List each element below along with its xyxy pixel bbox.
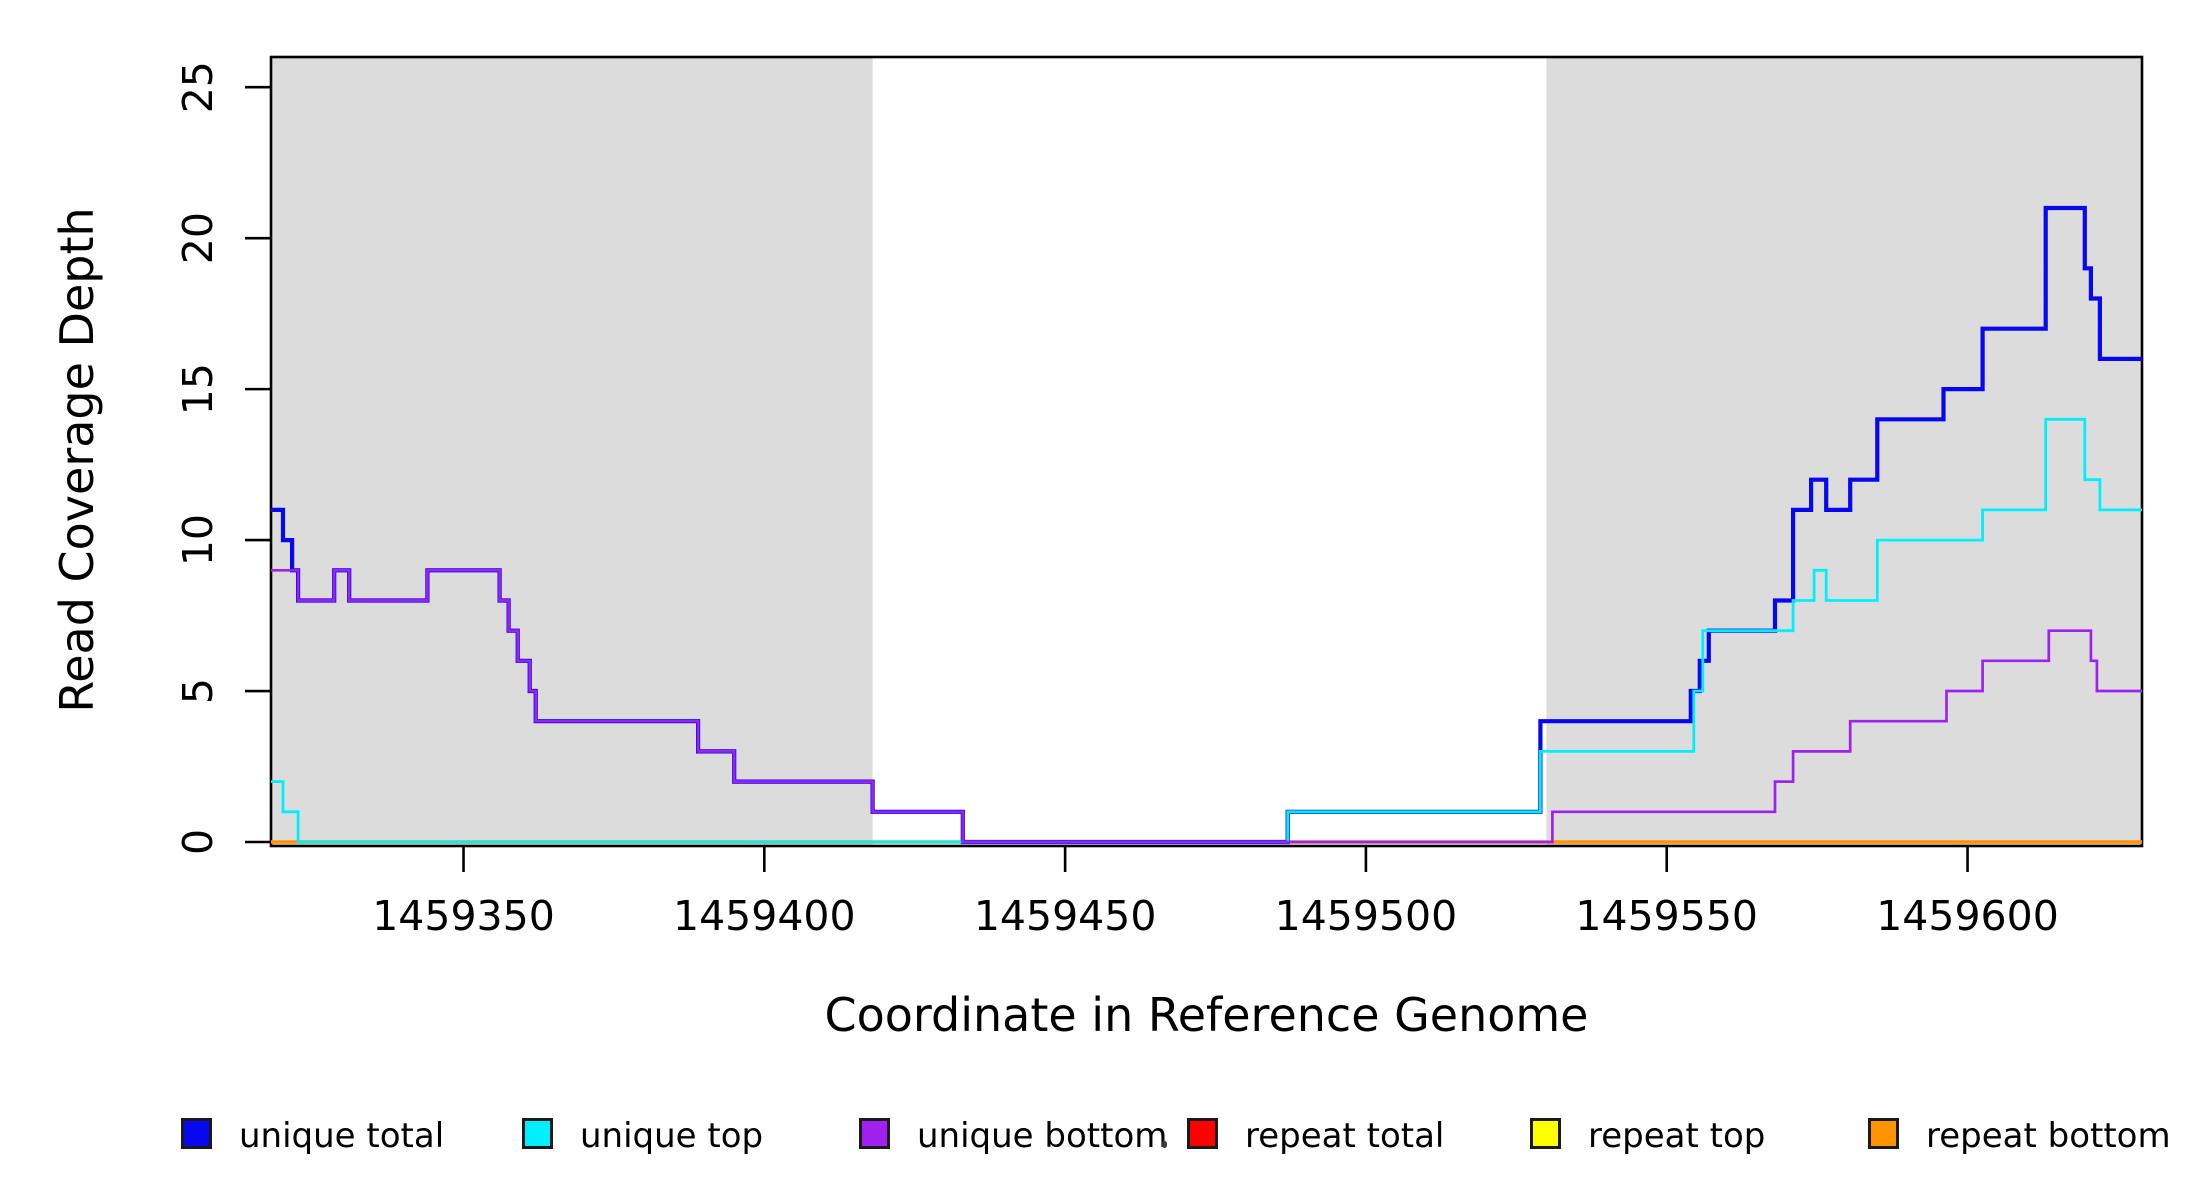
- x-tick-label: 1459400: [673, 892, 856, 940]
- stray-mark: [1162, 1141, 1167, 1148]
- legend-swatch-repeat-total: [1187, 1118, 1218, 1149]
- legend-swatch-repeat-bottom: [1868, 1118, 1899, 1149]
- y-tick-label: 0: [174, 829, 222, 855]
- legend-label: repeat bottom: [1926, 1116, 2171, 1156]
- legend-swatch-repeat-top: [1530, 1118, 1561, 1149]
- x-tick-label: 1459550: [1575, 892, 1758, 940]
- shaded-region: [1546, 57, 2142, 846]
- legend-swatch-unique-bottom: [859, 1118, 890, 1149]
- shaded-region: [271, 57, 873, 846]
- legend-label: unique top: [580, 1116, 764, 1156]
- y-axis-title: Read Coverage Depth: [50, 207, 104, 713]
- plot-box: [269, 55, 2144, 848]
- x-tick-label: 1459600: [1876, 892, 2059, 940]
- series-line-unique-bottom: [271, 568, 2142, 844]
- legend-label: unique total: [239, 1116, 445, 1156]
- legend-label: repeat total: [1245, 1116, 1445, 1156]
- x-tick-label: 1459350: [372, 892, 555, 940]
- y-tick-label: 20: [174, 212, 222, 264]
- legend-label: unique bottom: [917, 1116, 1168, 1156]
- y-tick-label: 5: [174, 678, 222, 704]
- legend-swatch-unique-top: [522, 1118, 553, 1149]
- plot-svg: 1459350 1459400 1459450 1459500 1459550 14596…: [174, 55, 2144, 940]
- y-tick-label: 25: [174, 61, 222, 113]
- x-tick-label: 1459500: [1275, 892, 1458, 940]
- x-axis-title: Coordinate in Reference Genome: [824, 988, 1589, 1042]
- legend-label: repeat top: [1588, 1116, 1766, 1156]
- y-tick-label: 10: [174, 514, 222, 566]
- legend: unique total unique top unique bottom repea…: [0, 1110, 2200, 1180]
- legend-swatch-unique-total: [181, 1118, 212, 1149]
- x-tick-label: 1459450: [974, 892, 1157, 940]
- y-tick-label: 15: [174, 363, 222, 415]
